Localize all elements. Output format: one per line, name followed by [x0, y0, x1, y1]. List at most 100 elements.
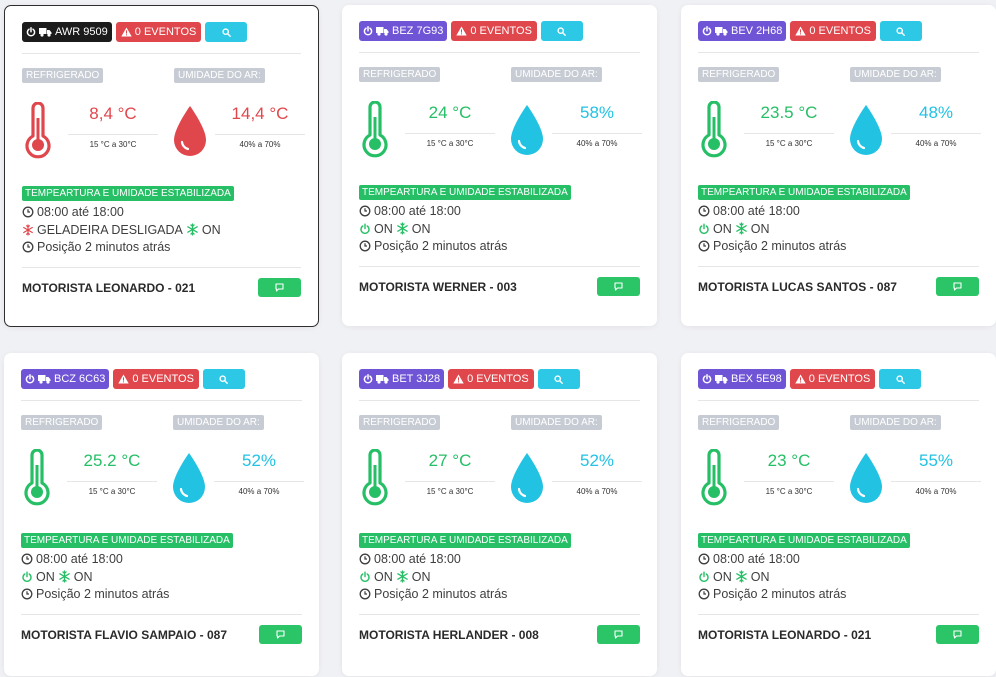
search-button[interactable] — [537, 369, 580, 389]
plate-badge[interactable]: BET 3J28 — [359, 369, 445, 389]
search-icon — [219, 374, 229, 384]
message-button[interactable] — [259, 625, 302, 644]
temperature-reading: 24 °C 15 °C a 30°C — [405, 101, 495, 148]
thermometer-icon — [362, 449, 388, 506]
message-button[interactable] — [936, 625, 979, 644]
status-badge: TEMPEARTURA E UMIDADE ESTABILIZADA — [21, 533, 233, 548]
truck-icon — [39, 28, 52, 37]
refrigerated-label: REFRIGERADO — [21, 415, 103, 430]
plate-text: BEX 5E98 — [731, 373, 782, 385]
thermometer-icon — [362, 101, 388, 158]
clock-icon — [21, 553, 33, 564]
power-status-row: ON ON — [359, 220, 431, 237]
search-button[interactable] — [879, 21, 922, 41]
vehicle-card[interactable]: BCZ 6C63 0 EVENTOS REFRIGERADO UMIDADE D… — [4, 353, 319, 676]
truck-icon — [715, 27, 728, 36]
driver-name: MOTORISTA WERNER - 003 — [359, 280, 517, 294]
water-drop-icon — [173, 453, 205, 503]
chat-icon — [953, 282, 962, 291]
plate-badge[interactable]: BEZ 7G93 — [359, 21, 448, 41]
position-text: Posição 2 minutos atrás — [713, 238, 847, 253]
humidity-label: UMIDADE DO AR: — [511, 67, 602, 82]
position-text: Posição 2 minutos atrás — [374, 586, 508, 601]
search-icon — [896, 374, 905, 384]
plate-badge[interactable]: BCZ 6C63 — [21, 369, 110, 389]
power-status-row: GELADEIRA DESLIGADA ON — [22, 221, 221, 238]
snowflake-icon — [735, 570, 747, 583]
power-status-text: ON — [36, 569, 55, 584]
schedule-row: 08:00 até 18:00 — [21, 550, 123, 567]
chat-icon — [953, 630, 962, 639]
humidity-value: 48% — [918, 103, 954, 122]
events-badge[interactable]: 0 EVENTOS — [451, 21, 537, 41]
message-button[interactable] — [597, 625, 640, 644]
vehicle-card[interactable]: BEV 2H68 0 EVENTOS REFRIGERADO UMIDADE D… — [681, 5, 996, 326]
temperature-reading: 8,4 °C 15 °C a 30°C — [68, 102, 158, 149]
vehicle-card[interactable]: BEZ 7G93 0 EVENTOS REFRIGERADO UMIDADE D… — [342, 5, 657, 326]
search-button[interactable] — [202, 369, 245, 389]
divider — [359, 52, 640, 53]
message-button[interactable] — [597, 277, 640, 296]
divider — [22, 53, 301, 54]
events-badge[interactable]: 0 EVENTOS — [115, 22, 202, 42]
warning-icon — [795, 26, 807, 36]
plate-badge[interactable]: AWR 9509 — [22, 22, 112, 42]
vehicle-card[interactable]: BET 3J28 0 EVENTOS REFRIGERADO UMIDADE D… — [342, 353, 657, 676]
vehicle-card[interactable]: AWR 9509 0 EVENTOS REFRIGERADO UMIDADE D… — [4, 5, 319, 327]
search-button[interactable] — [205, 22, 248, 42]
humidity-value: 55% — [918, 451, 954, 470]
events-badge[interactable]: 0 EVENTOS — [448, 369, 534, 389]
plate-text: BEZ 7G93 — [392, 25, 444, 37]
message-button[interactable] — [258, 278, 301, 297]
power-status-row: ON ON — [359, 568, 431, 585]
power-status-icon — [699, 223, 709, 234]
search-button[interactable] — [540, 21, 583, 41]
refrigerated-label: REFRIGERADO — [359, 415, 441, 430]
clock-icon — [359, 240, 371, 251]
truck-icon — [715, 375, 728, 384]
humidity-reading: 48% 40% a 70% — [891, 101, 981, 148]
power-status-row: ON ON — [21, 568, 93, 585]
thermometer-icon — [24, 449, 50, 506]
position-text: Posição 2 minutos atrás — [374, 238, 508, 253]
plate-badge[interactable]: BEV 2H68 — [698, 21, 787, 41]
power-icon — [26, 27, 36, 37]
card-header: BET 3J28 0 EVENTOS — [359, 369, 580, 389]
thermometer-icon — [25, 102, 51, 159]
divider — [698, 614, 979, 615]
plate-badge[interactable]: BEX 5E98 — [698, 369, 786, 389]
humidity-value: 52% — [579, 451, 615, 470]
status-badge: TEMPEARTURA E UMIDADE ESTABILIZADA — [22, 186, 234, 201]
power-status-row: ON ON — [698, 220, 770, 237]
events-badge[interactable]: 0 EVENTOS — [790, 21, 876, 41]
vehicle-card[interactable]: BEX 5E98 0 EVENTOS REFRIGERADO UMIDADE D… — [681, 353, 996, 676]
events-badge[interactable]: 0 EVENTOS — [113, 369, 199, 389]
temperature-reading: 23 °C 15 °C a 30°C — [744, 449, 834, 496]
warning-icon — [118, 374, 130, 384]
position-row: Posição 2 minutos atrás — [22, 238, 170, 255]
plate-text: BET 3J28 — [392, 373, 441, 385]
fridge-status-text: ON — [411, 569, 431, 584]
schedule-text: 08:00 até 18:00 — [713, 551, 800, 566]
humidity-range: 40% a 70% — [891, 481, 981, 496]
water-drop-icon — [511, 453, 543, 503]
water-drop-icon — [174, 106, 206, 156]
humidity-reading: 52% 40% a 70% — [552, 449, 642, 496]
snowflake-icon — [396, 222, 408, 235]
humidity-value: 14,4 °C — [231, 104, 289, 123]
refrigerated-label: REFRIGERADO — [359, 67, 441, 82]
message-button[interactable] — [936, 277, 979, 296]
events-badge[interactable]: 0 EVENTOS — [789, 369, 876, 389]
power-status-text: ON — [374, 221, 393, 236]
fridge-status-text: ON — [750, 221, 770, 236]
temperature-range: 15 °C a 30°C — [405, 481, 495, 496]
search-button[interactable] — [879, 369, 922, 389]
search-icon — [222, 27, 231, 37]
temperature-range: 15 °C a 30°C — [68, 134, 158, 149]
warning-icon — [453, 374, 464, 384]
plate-text: BCZ 6C63 — [54, 373, 106, 385]
power-status-text: GELADEIRA DESLIGADA — [37, 222, 183, 237]
clock-icon — [359, 588, 371, 599]
fridge-status-text: ON — [750, 569, 770, 584]
water-drop-icon — [850, 105, 882, 155]
